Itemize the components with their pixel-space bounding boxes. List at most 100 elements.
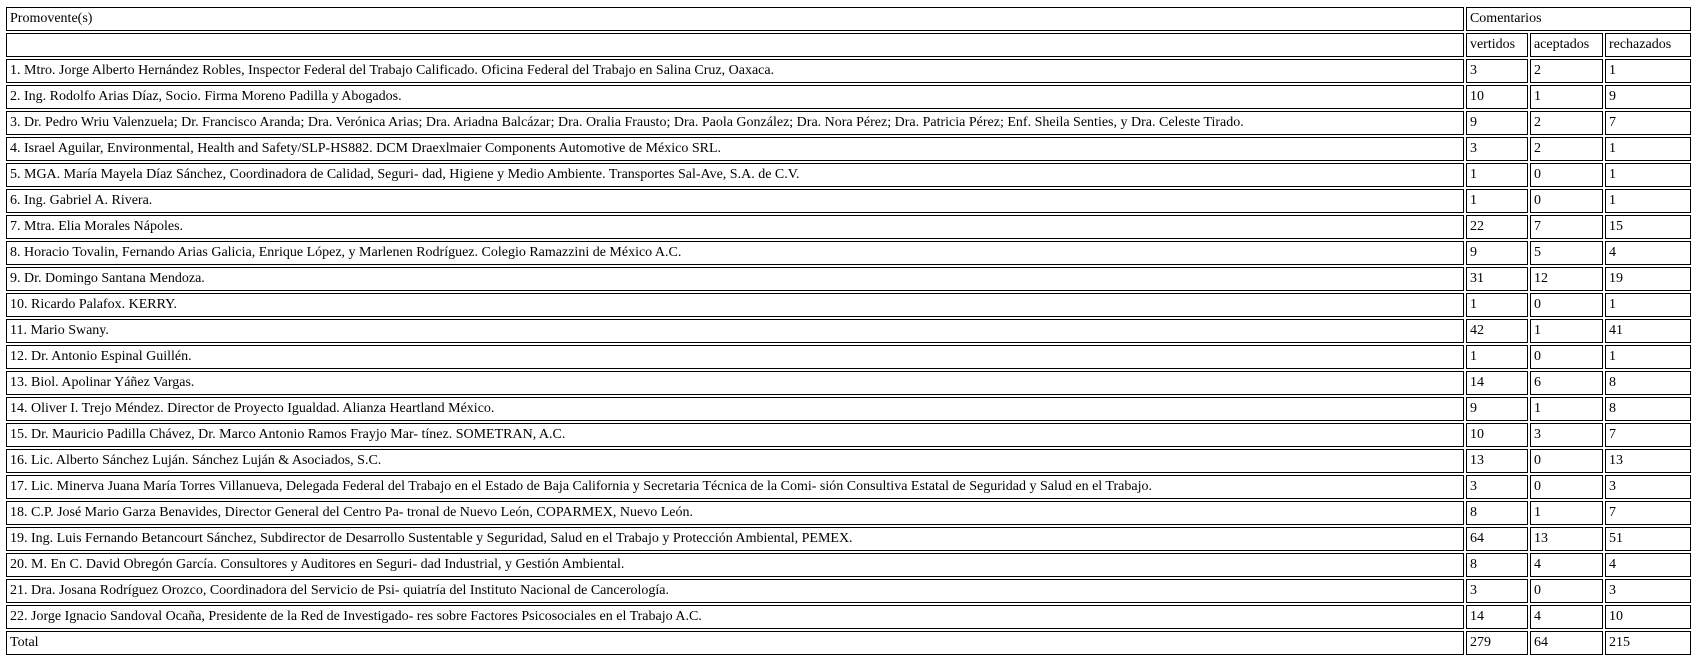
cell-aceptados: 1 [1529, 319, 1603, 343]
cell-vertidos: 10 [1465, 85, 1528, 109]
cell-rechazados: 9 [1604, 85, 1691, 109]
cell-vertidos: 1 [1465, 163, 1528, 187]
cell-rechazados: 3 [1604, 475, 1691, 499]
table-row: 1. Mtro. Jorge Alberto Hernández Robles,… [6, 59, 1691, 83]
table-row: 18. C.P. José Mario Garza Benavides, Dir… [6, 501, 1691, 525]
cell-rechazados: 1 [1604, 293, 1691, 317]
header-row: Promovente(s) Comentarios [6, 7, 1691, 31]
table-row: 7. Mtra. Elia Morales Nápoles. 22 7 15 [6, 215, 1691, 239]
cell-name: 6. Ing. Gabriel A. Rivera. [6, 189, 1464, 213]
cell-name: 4. Israel Aguilar, Environmental, Health… [6, 137, 1464, 161]
cell-vertidos: 8 [1465, 553, 1528, 577]
cell-aceptados: 0 [1529, 345, 1603, 369]
cell-aceptados: 13 [1529, 527, 1603, 551]
cell-vertidos: 1 [1465, 189, 1528, 213]
cell-aceptados: 0 [1529, 449, 1603, 473]
cell-rechazados: 41 [1604, 319, 1691, 343]
cell-rechazados: 1 [1604, 189, 1691, 213]
table-row: 8. Horacio Tovalin, Fernando Arias Galic… [6, 241, 1691, 265]
cell-rechazados: 3 [1604, 579, 1691, 603]
cell-aceptados: 4 [1529, 553, 1603, 577]
table-row: 4. Israel Aguilar, Environmental, Health… [6, 137, 1691, 161]
table-row: 15. Dr. Mauricio Padilla Chávez, Dr. Mar… [6, 423, 1691, 447]
cell-vertidos: 9 [1465, 241, 1528, 265]
cell-vertidos: 8 [1465, 501, 1528, 525]
table-row: 21. Dra. Josana Rodríguez Orozco, Coordi… [6, 579, 1691, 603]
cell-vertidos: 13 [1465, 449, 1528, 473]
table-row: 16. Lic. Alberto Sánchez Luján. Sánchez … [6, 449, 1691, 473]
cell-name: 16. Lic. Alberto Sánchez Luján. Sánchez … [6, 449, 1464, 473]
cell-name: 11. Mario Swany. [6, 319, 1464, 343]
cell-name: 7. Mtra. Elia Morales Nápoles. [6, 215, 1464, 239]
cell-rechazados: 8 [1604, 397, 1691, 421]
table-row: 10. Ricardo Palafox. KERRY. 1 0 1 [6, 293, 1691, 317]
cell-aceptados: 5 [1529, 241, 1603, 265]
cell-rechazados: 4 [1604, 553, 1691, 577]
header-comentarios: Comentarios [1465, 7, 1691, 31]
table-row: 13. Biol. Apolinar Yáñez Vargas. 14 6 8 [6, 371, 1691, 395]
cell-name: 19. Ing. Luis Fernando Betancourt Sánche… [6, 527, 1464, 551]
table-row: 20. M. En C. David Obregón García. Consu… [6, 553, 1691, 577]
table-row: 11. Mario Swany. 42 1 41 [6, 319, 1691, 343]
cell-rechazados: 1 [1604, 345, 1691, 369]
cell-aceptados: 64 [1529, 631, 1603, 655]
cell-rechazados: 7 [1604, 423, 1691, 447]
cell-vertidos: 3 [1465, 475, 1528, 499]
cell-rechazados: 4 [1604, 241, 1691, 265]
cell-name: 10. Ricardo Palafox. KERRY. [6, 293, 1464, 317]
cell-rechazados: 215 [1604, 631, 1691, 655]
cell-aceptados: 3 [1529, 423, 1603, 447]
cell-name: Total [6, 631, 1464, 655]
cell-vertidos: 3 [1465, 579, 1528, 603]
cell-rechazados: 51 [1604, 527, 1691, 551]
cell-vertidos: 1 [1465, 293, 1528, 317]
table-row: 5. MGA. María Mayela Díaz Sánchez, Coord… [6, 163, 1691, 187]
cell-vertidos: 64 [1465, 527, 1528, 551]
cell-rechazados: 7 [1604, 501, 1691, 525]
subheader-empty [6, 33, 1464, 57]
header-rechazados: rechazados [1604, 33, 1691, 57]
table-row: 9. Dr. Domingo Santana Mendoza. 31 12 19 [6, 267, 1691, 291]
cell-name: 8. Horacio Tovalin, Fernando Arias Galic… [6, 241, 1464, 265]
cell-name: 5. MGA. María Mayela Díaz Sánchez, Coord… [6, 163, 1464, 187]
cell-aceptados: 0 [1529, 579, 1603, 603]
cell-aceptados: 12 [1529, 267, 1603, 291]
cell-aceptados: 1 [1529, 85, 1603, 109]
cell-aceptados: 1 [1529, 501, 1603, 525]
cell-aceptados: 0 [1529, 189, 1603, 213]
table-row: 6. Ing. Gabriel A. Rivera. 1 0 1 [6, 189, 1691, 213]
cell-name: 17. Lic. Minerva Juana María Torres Vill… [6, 475, 1464, 499]
cell-vertidos: 3 [1465, 59, 1528, 83]
cell-vertidos: 10 [1465, 423, 1528, 447]
cell-name: 15. Dr. Mauricio Padilla Chávez, Dr. Mar… [6, 423, 1464, 447]
cell-rechazados: 10 [1604, 605, 1691, 629]
cell-name: 20. M. En C. David Obregón García. Consu… [6, 553, 1464, 577]
cell-name: 12. Dr. Antonio Espinal Guillén. [6, 345, 1464, 369]
cell-aceptados: 7 [1529, 215, 1603, 239]
cell-vertidos: 14 [1465, 605, 1528, 629]
cell-name: 1. Mtro. Jorge Alberto Hernández Robles,… [6, 59, 1464, 83]
header-promoventes: Promovente(s) [6, 7, 1464, 31]
cell-aceptados: 4 [1529, 605, 1603, 629]
cell-aceptados: 2 [1529, 111, 1603, 135]
cell-rechazados: 1 [1604, 163, 1691, 187]
cell-aceptados: 6 [1529, 371, 1603, 395]
cell-aceptados: 0 [1529, 163, 1603, 187]
cell-vertidos: 3 [1465, 137, 1528, 161]
subheader-row: vertidos aceptados rechazados [6, 33, 1691, 57]
table-row: 3. Dr. Pedro Wriu Valenzuela; Dr. Franci… [6, 111, 1691, 135]
header-aceptados: aceptados [1529, 33, 1603, 57]
cell-vertidos: 9 [1465, 111, 1528, 135]
header-vertidos: vertidos [1465, 33, 1528, 57]
cell-name: 22. Jorge Ignacio Sandoval Ocaña, Presid… [6, 605, 1464, 629]
table-row: 19. Ing. Luis Fernando Betancourt Sánche… [6, 527, 1691, 551]
cell-aceptados: 2 [1529, 59, 1603, 83]
cell-vertidos: 31 [1465, 267, 1528, 291]
cell-vertidos: 1 [1465, 345, 1528, 369]
cell-vertidos: 9 [1465, 397, 1528, 421]
cell-rechazados: 15 [1604, 215, 1691, 239]
cell-aceptados: 0 [1529, 475, 1603, 499]
cell-vertidos: 22 [1465, 215, 1528, 239]
cell-vertidos: 42 [1465, 319, 1528, 343]
cell-rechazados: 1 [1604, 137, 1691, 161]
